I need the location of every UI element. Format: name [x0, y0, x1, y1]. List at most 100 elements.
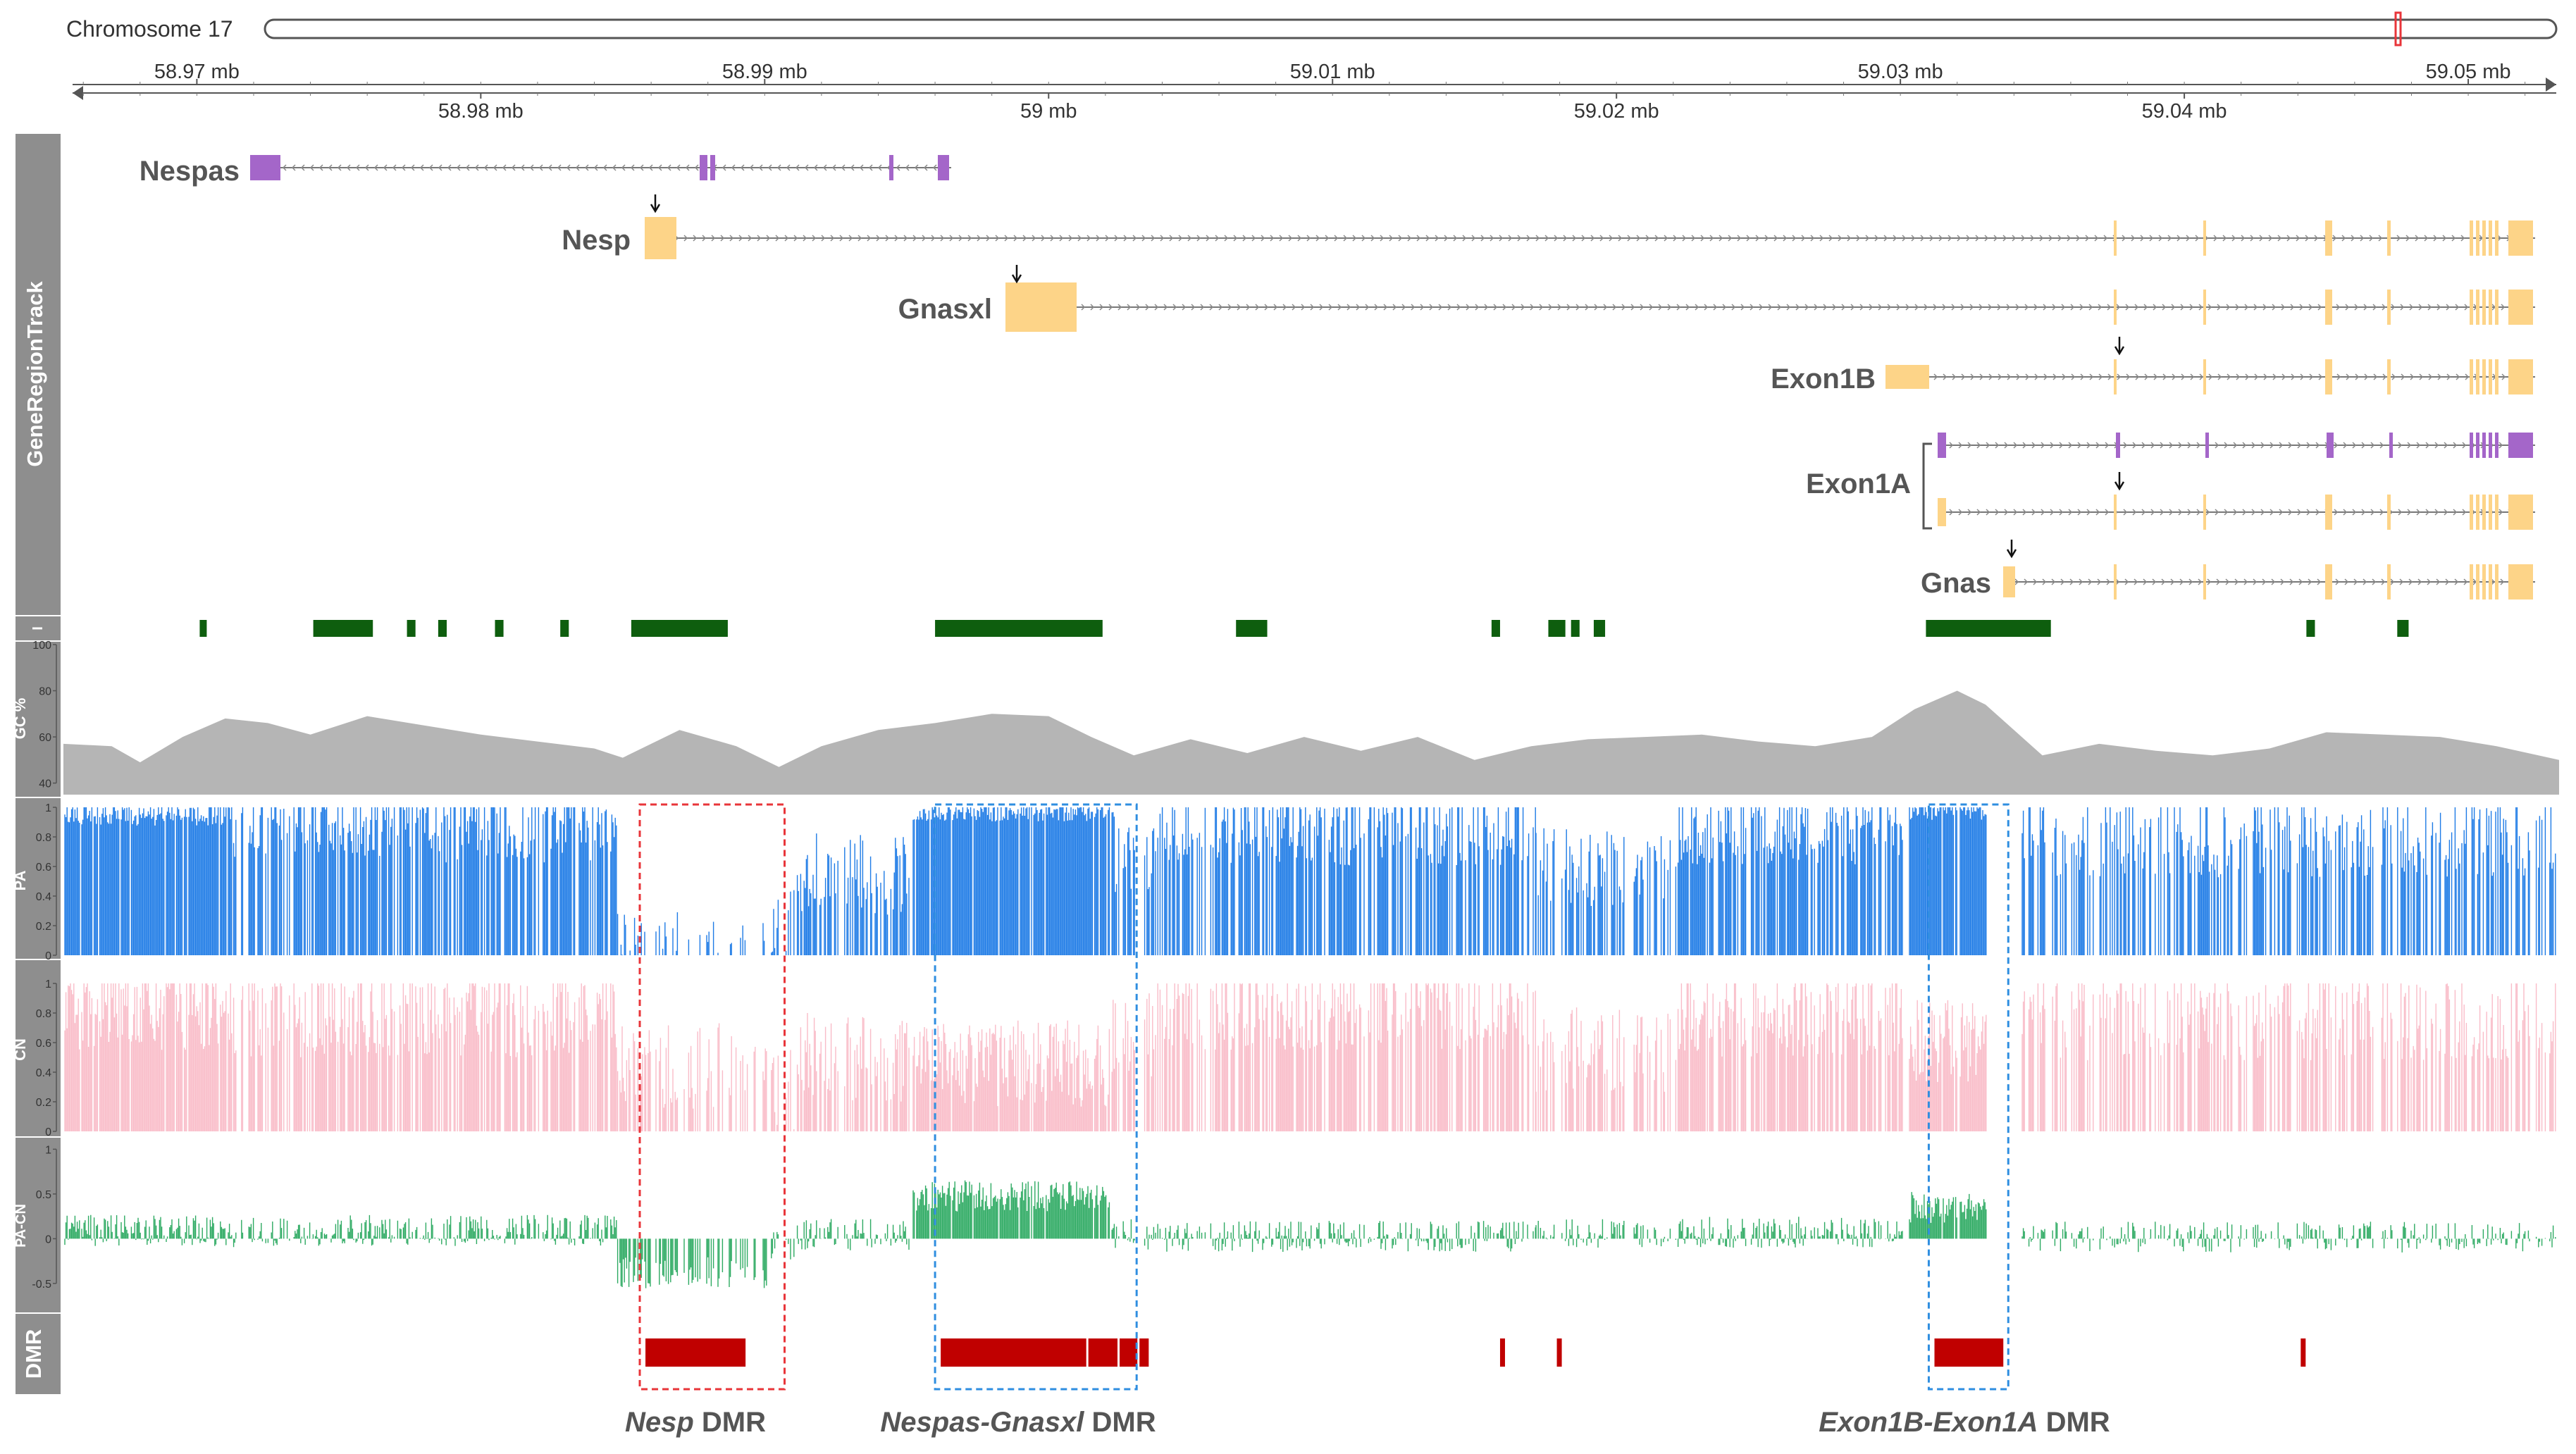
- strand-chevron: [2363, 304, 2368, 311]
- exon: [2476, 495, 2479, 530]
- strand-chevron: [2141, 509, 2146, 516]
- strand-chevron: [2196, 509, 2201, 516]
- strand-chevron: [1585, 304, 1590, 311]
- strand-chevron: [1905, 304, 1910, 311]
- strand-chevron: [1325, 235, 1330, 242]
- strand-chevron: [1841, 304, 1846, 311]
- strand-chevron: [1420, 304, 1425, 311]
- strand-chevron: [1255, 304, 1260, 311]
- strand-chevron: [2315, 442, 2320, 449]
- strand-chevron: [2024, 304, 2029, 311]
- strand-chevron: [630, 164, 635, 171]
- tss-arrow-head: [2114, 481, 2125, 491]
- strand-chevron: [977, 235, 982, 242]
- strand-chevron: [1740, 304, 1745, 311]
- strand-chevron: [2336, 373, 2341, 380]
- strand-chevron: [2416, 509, 2421, 516]
- strand-chevron: [1315, 235, 1320, 242]
- strand-chevron: [2355, 373, 2360, 380]
- strand-chevron: [1838, 235, 1843, 242]
- strand-chevron: [2123, 509, 2128, 516]
- transcript-label-gnasxl: Gnasxl: [898, 294, 992, 325]
- strand-chevron: [2098, 373, 2103, 380]
- exon: [2470, 495, 2473, 530]
- strand-chevron: [2088, 304, 2093, 311]
- strand-chevron: [2016, 373, 2021, 380]
- strand-chevron: [2015, 304, 2020, 311]
- strand-chevron: [2243, 578, 2248, 585]
- cpg-island: [2397, 620, 2409, 637]
- strand-chevron: [474, 164, 479, 171]
- strand-chevron: [2031, 509, 2036, 516]
- strand-chevron: [2069, 578, 2074, 585]
- strand-chevron: [1961, 373, 1966, 380]
- strand-chevron: [2398, 509, 2403, 516]
- strand-chevron: [1979, 373, 1984, 380]
- chromosome-region-marker: [2394, 11, 2402, 46]
- strand-chevron: [1768, 304, 1773, 311]
- dmr-highlight-boxes: [638, 803, 2010, 1391]
- strand-chevron: [392, 164, 397, 171]
- strand-chevron: [2288, 509, 2293, 516]
- strand-chevron: [1389, 235, 1394, 242]
- strand-chevron: [1975, 235, 1980, 242]
- strand-chevron: [2153, 304, 2157, 311]
- strand-chevron: [2407, 442, 2412, 449]
- strand-chevron: [355, 164, 360, 171]
- strand-chevron: [502, 164, 507, 171]
- ideogram: Chromosome 17: [66, 11, 2558, 46]
- strand-chevron: [2226, 304, 2231, 311]
- strand-chevron: [894, 235, 899, 242]
- exon: [710, 155, 715, 180]
- strand-chevron: [2296, 235, 2301, 242]
- strand-chevron: [1499, 235, 1504, 242]
- strand-chevron: [2205, 509, 2210, 516]
- strand-chevron: [1823, 304, 1828, 311]
- exon: [2476, 220, 2479, 256]
- strand-chevron: [1658, 304, 1663, 311]
- strand-chevron: [2416, 442, 2421, 449]
- exon: [2489, 359, 2492, 394]
- strand-chevron: [683, 235, 688, 242]
- dmr-block: [1934, 1338, 2004, 1367]
- strand-chevron: [2062, 373, 2067, 380]
- strand-chevron: [2107, 304, 2112, 311]
- panel-gc: [16, 642, 61, 797]
- strand-chevron: [2434, 509, 2439, 516]
- strand-chevron: [1081, 304, 1086, 311]
- strand-chevron: [566, 164, 571, 171]
- cpg-island: [1571, 620, 1580, 637]
- strand-chevron: [2198, 304, 2203, 311]
- strand-chevron: [1004, 235, 1009, 242]
- strand-chevron: [2060, 578, 2065, 585]
- exon: [2489, 290, 2492, 325]
- strand-chevron: [776, 164, 781, 171]
- strand-chevron: [2095, 442, 2100, 449]
- y-axis-tick-label: 0.5: [36, 1189, 51, 1201]
- axis-tick-label-lower: 59 mb: [1020, 100, 1077, 123]
- panel-pa: [16, 798, 61, 959]
- strand-chevron: [1958, 509, 1963, 516]
- strand-chevron: [885, 235, 890, 242]
- strand-chevron: [1530, 304, 1535, 311]
- strand-chevron: [793, 235, 798, 242]
- strand-chevron: [1233, 235, 1238, 242]
- strand-chevron: [1554, 235, 1559, 242]
- strand-chevron: [1933, 304, 1938, 311]
- strand-chevron: [1493, 304, 1498, 311]
- gc-area: [63, 690, 2559, 795]
- strand-chevron: [2314, 235, 2319, 242]
- strand-chevron: [1792, 235, 1797, 242]
- strand-chevron: [1246, 304, 1251, 311]
- strand-chevron: [1306, 235, 1311, 242]
- strand-chevron: [2400, 304, 2405, 311]
- y-axis-tick-label: 1: [45, 802, 51, 814]
- strand-chevron: [1949, 442, 1954, 449]
- strand-chevron: [923, 164, 928, 171]
- exon: [1885, 365, 1929, 389]
- strand-chevron: [766, 235, 771, 242]
- strand-chevron: [804, 164, 809, 171]
- chromosome-bar: [264, 18, 2558, 39]
- strand-chevron: [2345, 304, 2350, 311]
- exon: [2387, 220, 2391, 256]
